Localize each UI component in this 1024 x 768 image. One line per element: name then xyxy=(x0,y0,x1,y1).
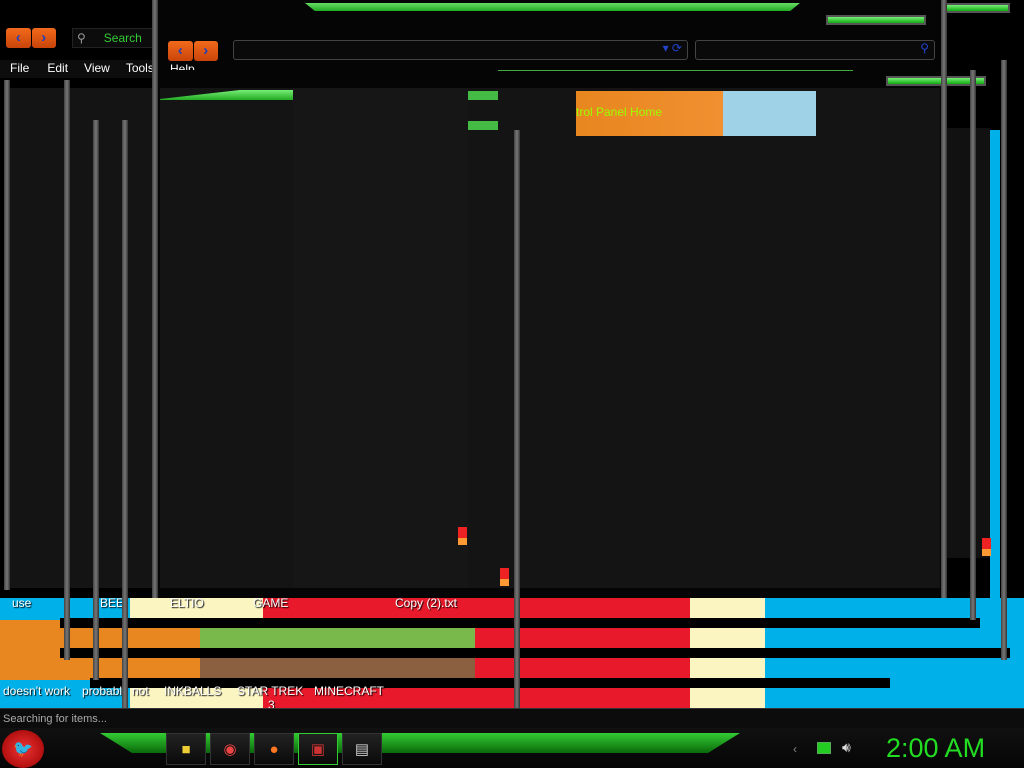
search-box[interactable]: ⚲ Search xyxy=(72,28,155,48)
firefox-icon: ● xyxy=(269,740,279,758)
start-button[interactable]: 🐦 xyxy=(2,730,44,768)
volume-icon[interactable]: 🔊︎ xyxy=(842,739,851,755)
clock[interactable]: 2:00 AM xyxy=(886,733,986,763)
desktop-icon-label[interactable]: use xyxy=(12,596,32,610)
menu-file[interactable]: File xyxy=(10,61,30,75)
paint-icon: ▣ xyxy=(310,741,326,758)
desktop-icon-label[interactable]: Copy (2).txt xyxy=(395,596,458,610)
minecraft-grass xyxy=(200,628,475,650)
search-box[interactable]: ⚲ xyxy=(695,40,935,60)
forward-icon[interactable]: › xyxy=(31,28,56,48)
divider xyxy=(468,121,498,130)
taskbar-firefox[interactable]: ● xyxy=(254,733,294,765)
taskbar-chrome[interactable]: ◉ xyxy=(210,733,250,765)
window-frame xyxy=(970,70,976,620)
scroll-marker[interactable] xyxy=(458,527,467,545)
desktop-icon-label[interactable]: ELTIO xyxy=(170,596,204,610)
search-icon: ⚲ xyxy=(920,41,929,55)
menu-bar: File Edit View Tools xyxy=(0,60,155,78)
blue-stripe xyxy=(990,130,1000,600)
forward-icon[interactable]: › xyxy=(193,41,218,61)
status-text: Searching for items... xyxy=(3,713,107,725)
search-icon: ⚲ xyxy=(77,31,86,45)
desktop-icon-label[interactable]: STAR TREK xyxy=(237,684,304,698)
taskbar-paint[interactable]: ▣ xyxy=(298,733,338,765)
control-panel-home-link[interactable]: trol Panel Home xyxy=(576,91,723,136)
menu-help[interactable]: Help xyxy=(170,62,195,70)
desktop-icon-label[interactable]: MINECRAFT xyxy=(314,684,384,698)
main-window-content xyxy=(160,88,940,588)
control-panel-icon: ▤ xyxy=(354,741,370,758)
desktop-icon-label[interactable]: 3 xyxy=(268,698,275,712)
back-icon[interactable]: ‹ xyxy=(168,41,193,61)
menu-tools[interactable]: Tools xyxy=(125,61,154,75)
window-controls[interactable] xyxy=(945,3,1010,13)
search-placeholder: Search xyxy=(103,31,142,45)
window-frame xyxy=(64,80,70,660)
status-bar: Searching for items... xyxy=(0,708,1024,728)
chrome-icon: ◉ xyxy=(223,741,237,758)
minecraft-dirt xyxy=(200,658,475,678)
folder-icon: ■ xyxy=(181,740,191,758)
desktop-icon-label[interactable]: doesn't work xyxy=(3,684,70,698)
divider xyxy=(498,70,853,71)
desktop-icon-label[interactable]: not xyxy=(132,684,149,698)
window-controls[interactable] xyxy=(826,15,926,25)
window-controls[interactable] xyxy=(886,76,986,86)
nav-arrows[interactable]: ‹ › xyxy=(168,41,218,61)
glitch-band xyxy=(60,648,1010,658)
window-frame xyxy=(122,120,128,710)
title-glow xyxy=(305,3,800,11)
divider xyxy=(468,91,498,100)
show-hidden-icons[interactable]: ‹ xyxy=(793,742,797,756)
window-frame xyxy=(1001,60,1007,660)
window-frame xyxy=(514,130,520,710)
menu-view[interactable]: View xyxy=(84,61,110,75)
scroll-marker[interactable] xyxy=(500,568,509,586)
desktop-icon-label[interactable]: GAME xyxy=(253,596,289,610)
taskbar-file-explorer[interactable]: ■ xyxy=(166,733,206,765)
window-frame xyxy=(941,0,947,598)
divider xyxy=(160,90,293,100)
selection-block xyxy=(723,91,816,136)
address-bar[interactable]: ▾ ⟳ xyxy=(233,40,688,60)
menu-edit[interactable]: Edit xyxy=(47,61,69,75)
nav-pane-dark xyxy=(293,88,468,588)
window-frame xyxy=(152,0,158,598)
desktop-icon-label[interactable]: probabl xyxy=(82,684,123,698)
desktop-icon-label[interactable]: INKBALLS xyxy=(164,684,222,698)
window-frame xyxy=(93,120,99,680)
network-icon[interactable] xyxy=(817,742,831,754)
desktop-icon-label[interactable]: BEE xyxy=(100,596,125,610)
scroll-marker[interactable] xyxy=(982,538,991,556)
background-window xyxy=(10,88,155,588)
glitch-band xyxy=(90,678,890,688)
back-icon[interactable]: ‹ xyxy=(6,28,31,48)
window-frame xyxy=(4,80,10,590)
taskbar-control-panel[interactable]: ▤ xyxy=(342,733,382,765)
nav-arrows[interactable]: ‹ › xyxy=(6,28,56,48)
glitch-band xyxy=(60,618,980,628)
